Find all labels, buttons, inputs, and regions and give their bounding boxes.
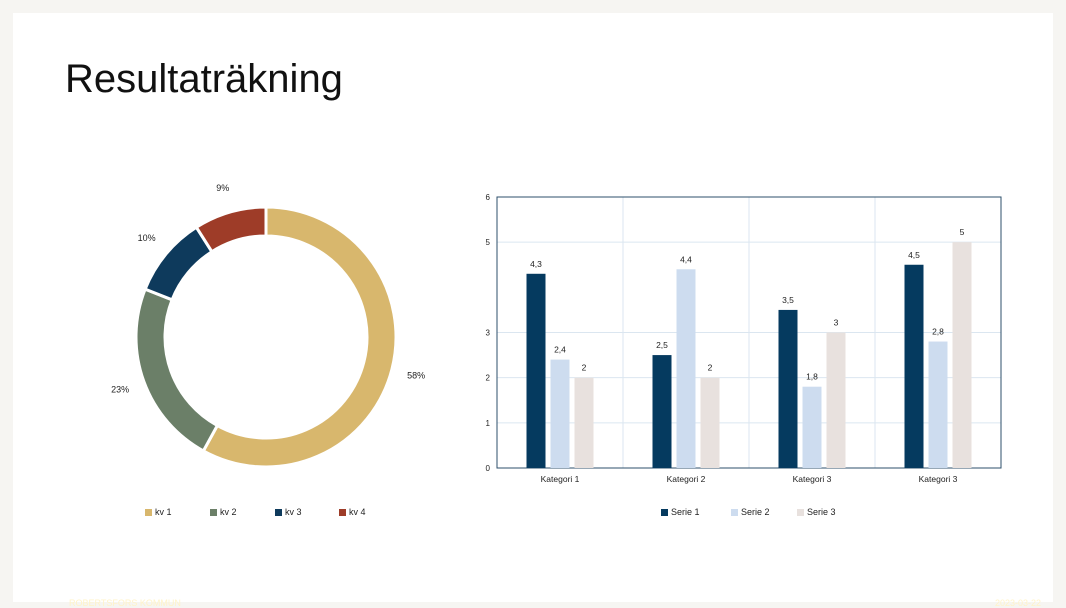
donut-legend-item: kv 4 bbox=[339, 507, 366, 517]
bar-data-label: 4,5 bbox=[908, 250, 920, 260]
bar-serie-3 bbox=[952, 242, 972, 468]
bar-serie-3 bbox=[700, 377, 720, 468]
donut-legend-item: kv 2 bbox=[210, 507, 237, 517]
y-tick-label: 0 bbox=[486, 464, 491, 473]
legend-swatch bbox=[210, 508, 217, 516]
bar-serie-3 bbox=[826, 332, 846, 468]
bar-chart: 0 1 2 3 5 6 4,3 2,4 2 Kategori 1 2,5 4,4 2 Kategori 2… bbox=[486, 193, 1002, 484]
bar-data-label: 5 bbox=[960, 227, 965, 237]
bar-data-label: 2 bbox=[708, 363, 713, 373]
legend-swatch bbox=[275, 508, 282, 516]
donut-slice-kv-1 bbox=[201, 205, 398, 469]
bar-data-label: 4,4 bbox=[680, 254, 692, 264]
y-tick-label: 5 bbox=[486, 238, 491, 247]
bar-serie-1 bbox=[526, 273, 546, 468]
slide: Resultaträkning 58% 23% 10% 9% 0 1 2 3 5 6 4,3 2,4… bbox=[13, 13, 1053, 608]
bar-serie-1 bbox=[652, 355, 672, 468]
x-tick-label: Kategori 3 bbox=[793, 474, 832, 484]
legend-label: kv 3 bbox=[285, 507, 302, 517]
x-tick-label: Kategori 1 bbox=[541, 474, 580, 484]
legend-label: Serie 2 bbox=[741, 507, 770, 517]
bar-serie-2 bbox=[676, 269, 696, 468]
legend-label: kv 4 bbox=[349, 507, 366, 517]
bar-data-label: 2,5 bbox=[656, 340, 668, 350]
y-tick-label: 1 bbox=[486, 419, 491, 428]
donut-data-label: 9% bbox=[216, 183, 229, 193]
bar-serie-3 bbox=[574, 377, 594, 468]
y-tick-label: 3 bbox=[486, 329, 491, 338]
donut-data-label: 10% bbox=[138, 233, 156, 243]
donut-chart: 58% 23% 10% 9% bbox=[111, 183, 425, 469]
bar-serie-1 bbox=[904, 264, 924, 468]
legend-label: kv 1 bbox=[155, 507, 172, 517]
legend-label: kv 2 bbox=[220, 507, 237, 517]
bar-data-label: 2,4 bbox=[554, 345, 566, 355]
legend-swatch bbox=[731, 508, 738, 516]
footer-organization: ROBERTSFORS KOMMUN bbox=[69, 598, 181, 608]
bar-serie-2 bbox=[802, 386, 822, 468]
donut-slice-kv-4 bbox=[194, 205, 268, 254]
legend-swatch bbox=[339, 508, 346, 516]
donut-slice-kv-2 bbox=[134, 287, 220, 453]
x-tick-label: Kategori 3 bbox=[919, 474, 958, 484]
legend-swatch bbox=[797, 508, 804, 516]
donut-legend-item: kv 3 bbox=[275, 507, 302, 517]
bar-legend-item: Serie 1 bbox=[661, 507, 700, 517]
donut-legend-item: kv 1 bbox=[145, 507, 172, 517]
bar-data-label: 2,8 bbox=[932, 327, 944, 337]
legend-label: Serie 1 bbox=[671, 507, 700, 517]
y-tick-label: 6 bbox=[486, 193, 491, 202]
bar-serie-2 bbox=[928, 341, 948, 468]
bar-data-label: 2 bbox=[582, 363, 587, 373]
x-tick-label: Kategori 2 bbox=[667, 474, 706, 484]
legend-swatch bbox=[145, 508, 152, 516]
donut-data-label: 23% bbox=[111, 385, 129, 395]
bar-data-label: 1,8 bbox=[806, 372, 818, 382]
bar-data-label: 3,5 bbox=[782, 295, 794, 305]
bar-legend-item: Serie 2 bbox=[731, 507, 770, 517]
bar-serie-1 bbox=[778, 309, 798, 468]
donut-data-label: 58% bbox=[407, 371, 425, 381]
legend-label: Serie 3 bbox=[807, 507, 836, 517]
footer-date: 2023-03-22 bbox=[994, 598, 1041, 608]
bar-data-label: 4,3 bbox=[530, 259, 542, 269]
bar-legend-item: Serie 3 bbox=[797, 507, 836, 517]
legend-swatch bbox=[661, 508, 668, 516]
y-tick-label: 2 bbox=[486, 374, 491, 383]
bar-serie-2 bbox=[550, 359, 570, 468]
slide-title: Resultaträkning bbox=[65, 57, 343, 101]
plot-frame bbox=[496, 196, 1002, 469]
bar-data-label: 3 bbox=[834, 318, 839, 328]
